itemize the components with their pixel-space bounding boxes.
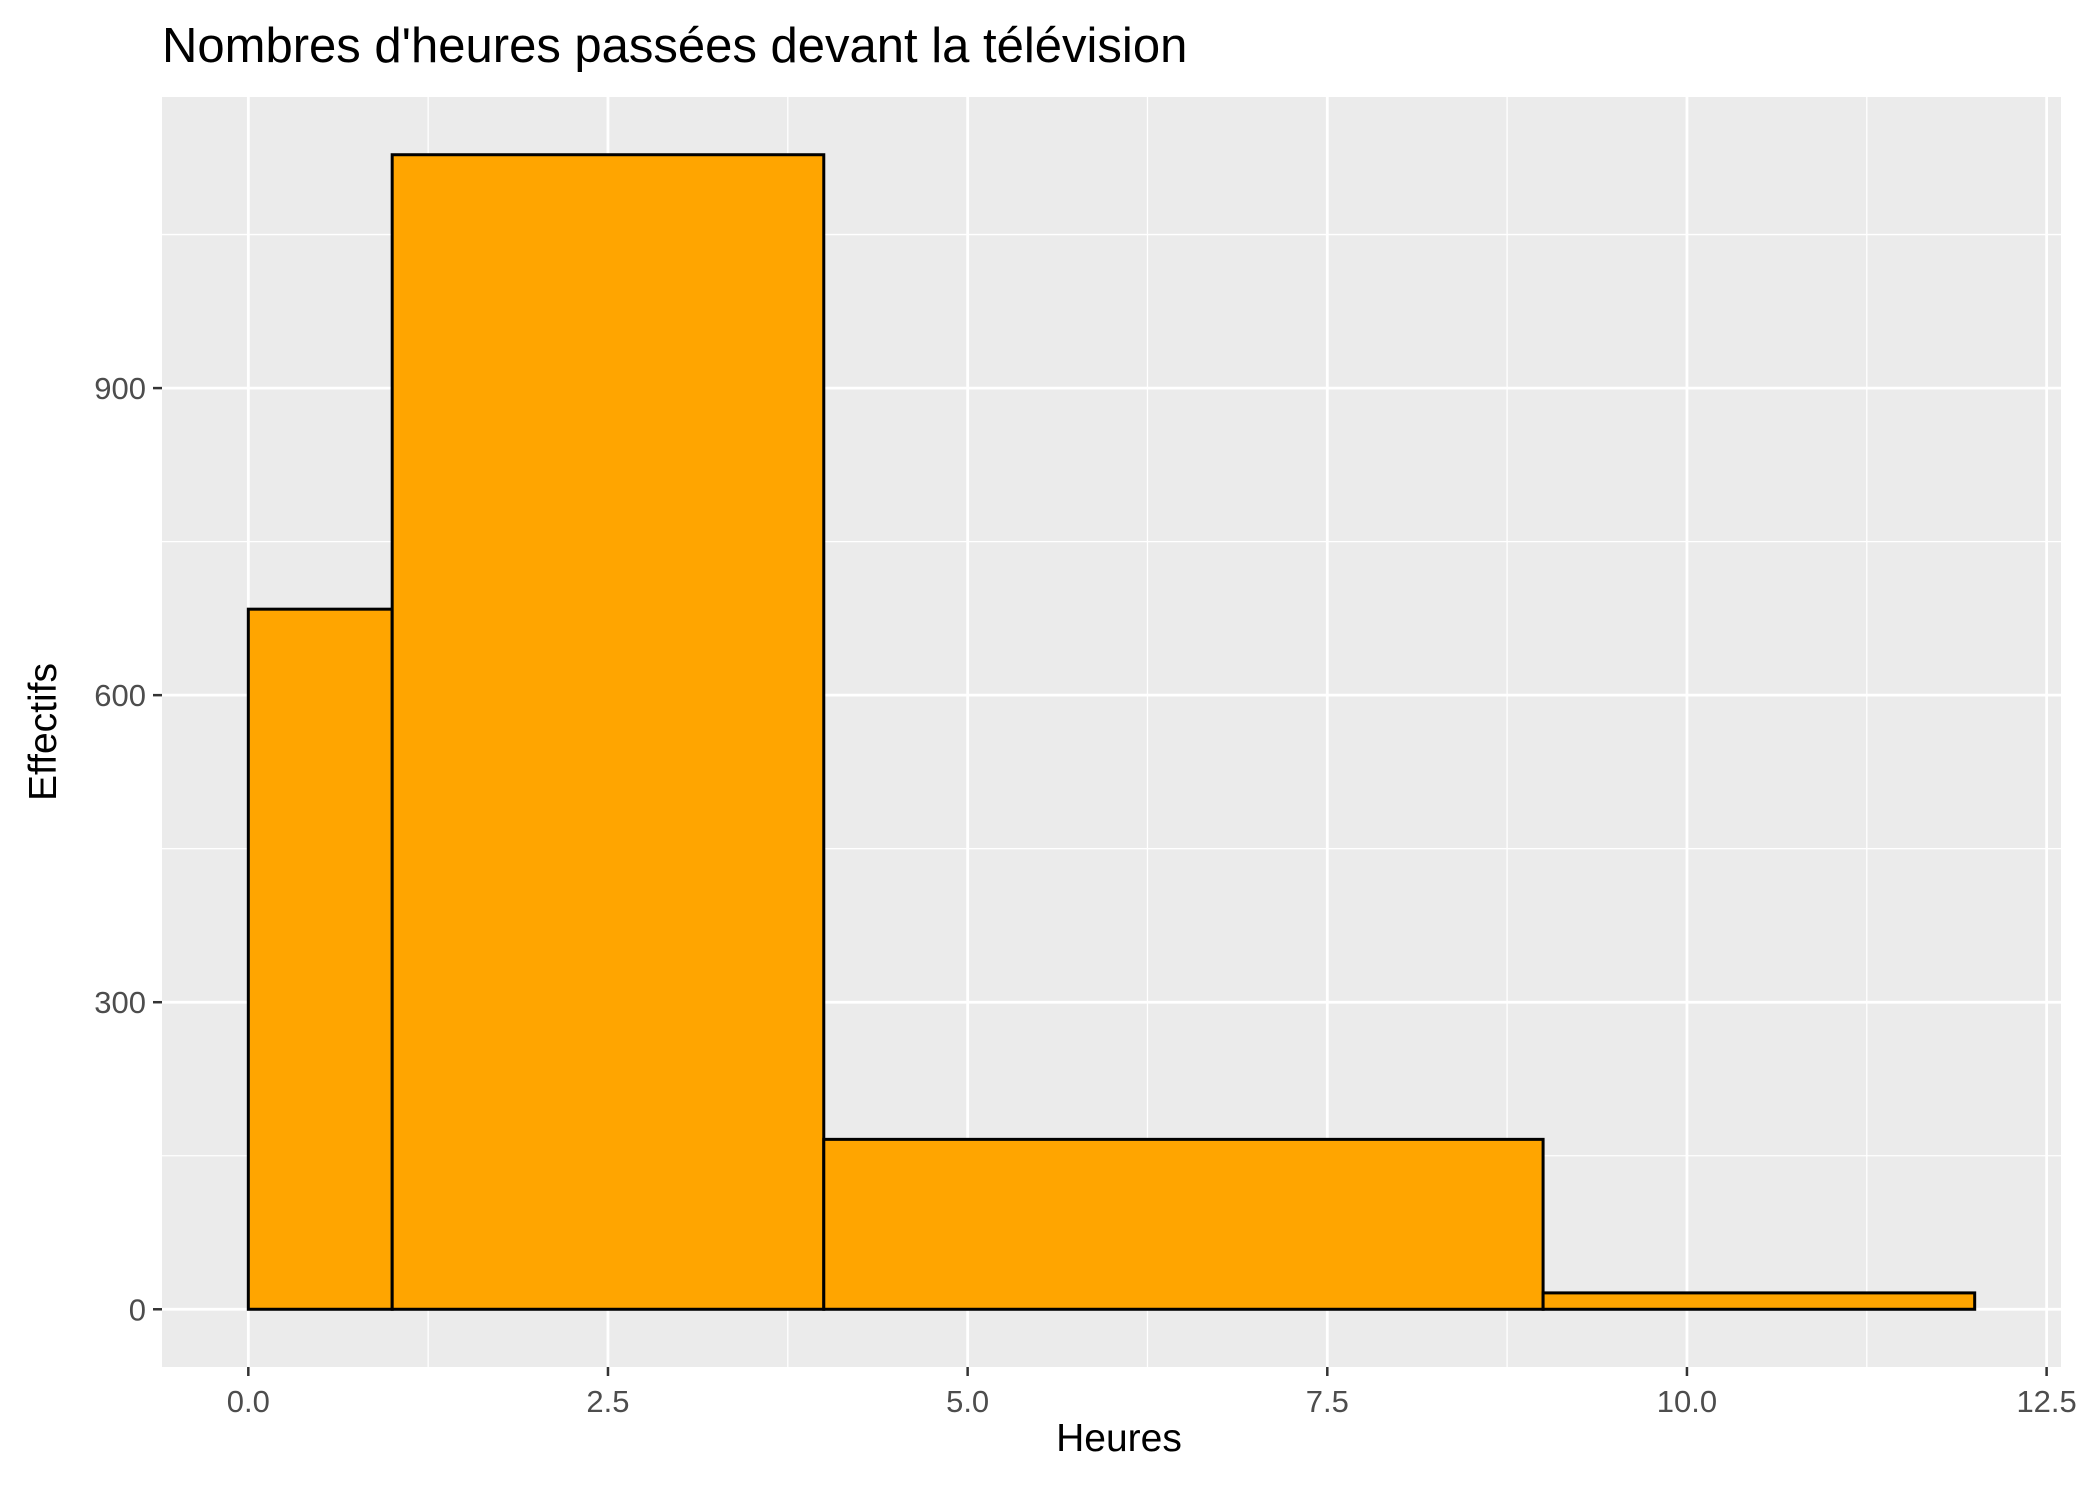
histogram-bar (822, 1137, 1545, 1311)
x-tick-label: 12.5 (2016, 1384, 2076, 1419)
y-tick-label: 300 (94, 985, 146, 1020)
x-tick-label: 2.5 (586, 1384, 629, 1419)
y-axis-title: Effectifs (22, 663, 65, 801)
x-tick-label: 7.5 (1306, 1384, 1349, 1419)
y-tick-label: 900 (94, 371, 146, 406)
histogram-bars (246, 153, 1977, 1311)
x-tick-label: 0.0 (227, 1384, 270, 1419)
histogram-bar (390, 153, 826, 1311)
x-axis-title: Heures (1056, 1417, 1182, 1460)
y-tick-label: 600 (94, 678, 146, 713)
histogram-bar (1541, 1291, 1977, 1311)
x-tick-label: 5.0 (946, 1384, 989, 1419)
chart-title: Nombres d'heures passées devant la télév… (162, 19, 1187, 73)
y-tick-label: 0 (129, 1292, 146, 1327)
histogram-bar (246, 607, 394, 1311)
y-axis: 0 300 600 900 (94, 371, 162, 1327)
x-tick-label: 10.0 (1657, 1384, 1717, 1419)
x-axis: 0.0 2.5 5.0 7.5 10.0 12.5 (227, 1367, 2077, 1419)
